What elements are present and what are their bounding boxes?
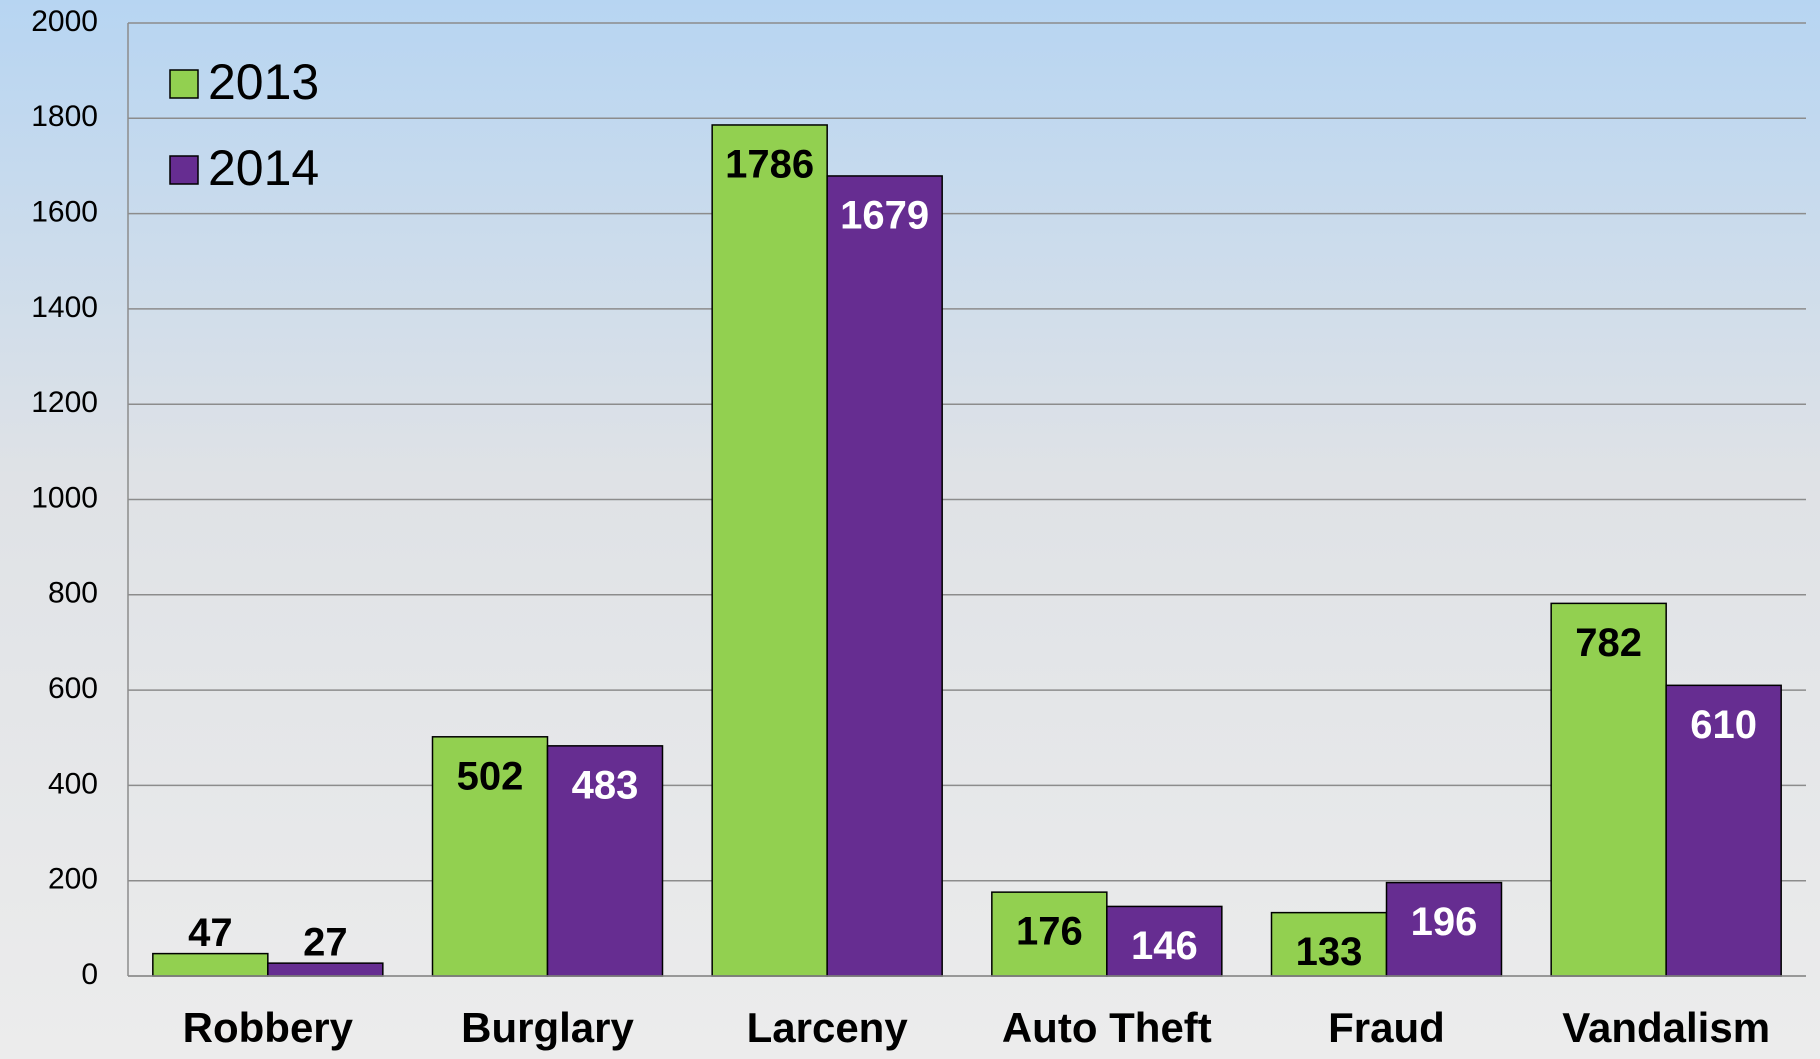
bar [1106, 905, 1223, 977]
y-tick-label: 1800 [31, 100, 98, 133]
data-label: 176 [1016, 910, 1083, 954]
data-label: 502 [457, 754, 524, 798]
data-label: 782 [1575, 621, 1642, 665]
data-label: 27 [303, 921, 348, 965]
bar [267, 962, 384, 977]
bar [431, 736, 549, 977]
bar [546, 745, 664, 977]
y-tick-label: 2000 [31, 5, 98, 38]
x-tick-label: Fraud [1328, 1004, 1445, 1051]
y-tick-label: 800 [48, 577, 98, 610]
x-tick-label: Burglary [461, 1004, 634, 1051]
y-tick-label: 200 [48, 863, 98, 896]
legend-label: 2013 [208, 54, 319, 110]
y-tick-label: 0 [81, 958, 98, 991]
bar [711, 124, 828, 977]
legend-swatch [169, 155, 199, 185]
x-tick-label: Robbery [183, 1004, 354, 1051]
legend-swatch [169, 69, 199, 99]
data-label: 47 [188, 911, 233, 955]
data-label: 146 [1131, 924, 1198, 968]
bar [991, 891, 1108, 977]
data-label: 1679 [840, 194, 929, 238]
y-tick-label: 1400 [31, 291, 98, 324]
x-tick-label: Larceny [747, 1004, 909, 1051]
bar [152, 952, 269, 977]
y-tick-label: 1600 [31, 196, 98, 229]
legend-label: 2014 [208, 140, 319, 196]
data-label: 196 [1411, 900, 1478, 944]
y-tick-label: 1200 [31, 386, 98, 419]
bar [1665, 684, 1782, 977]
x-tick-label: Vandalism [1562, 1004, 1770, 1051]
bar [1550, 602, 1667, 977]
bar [826, 175, 943, 977]
y-tick-label: 1000 [31, 481, 98, 514]
y-tick-label: 400 [48, 767, 98, 800]
data-label: 483 [572, 763, 639, 807]
data-label: 610 [1690, 703, 1757, 747]
data-label: 133 [1296, 930, 1363, 974]
x-tick-label: Auto Theft [1002, 1004, 1212, 1051]
data-label: 1786 [725, 143, 814, 187]
y-tick-label: 600 [48, 672, 98, 705]
